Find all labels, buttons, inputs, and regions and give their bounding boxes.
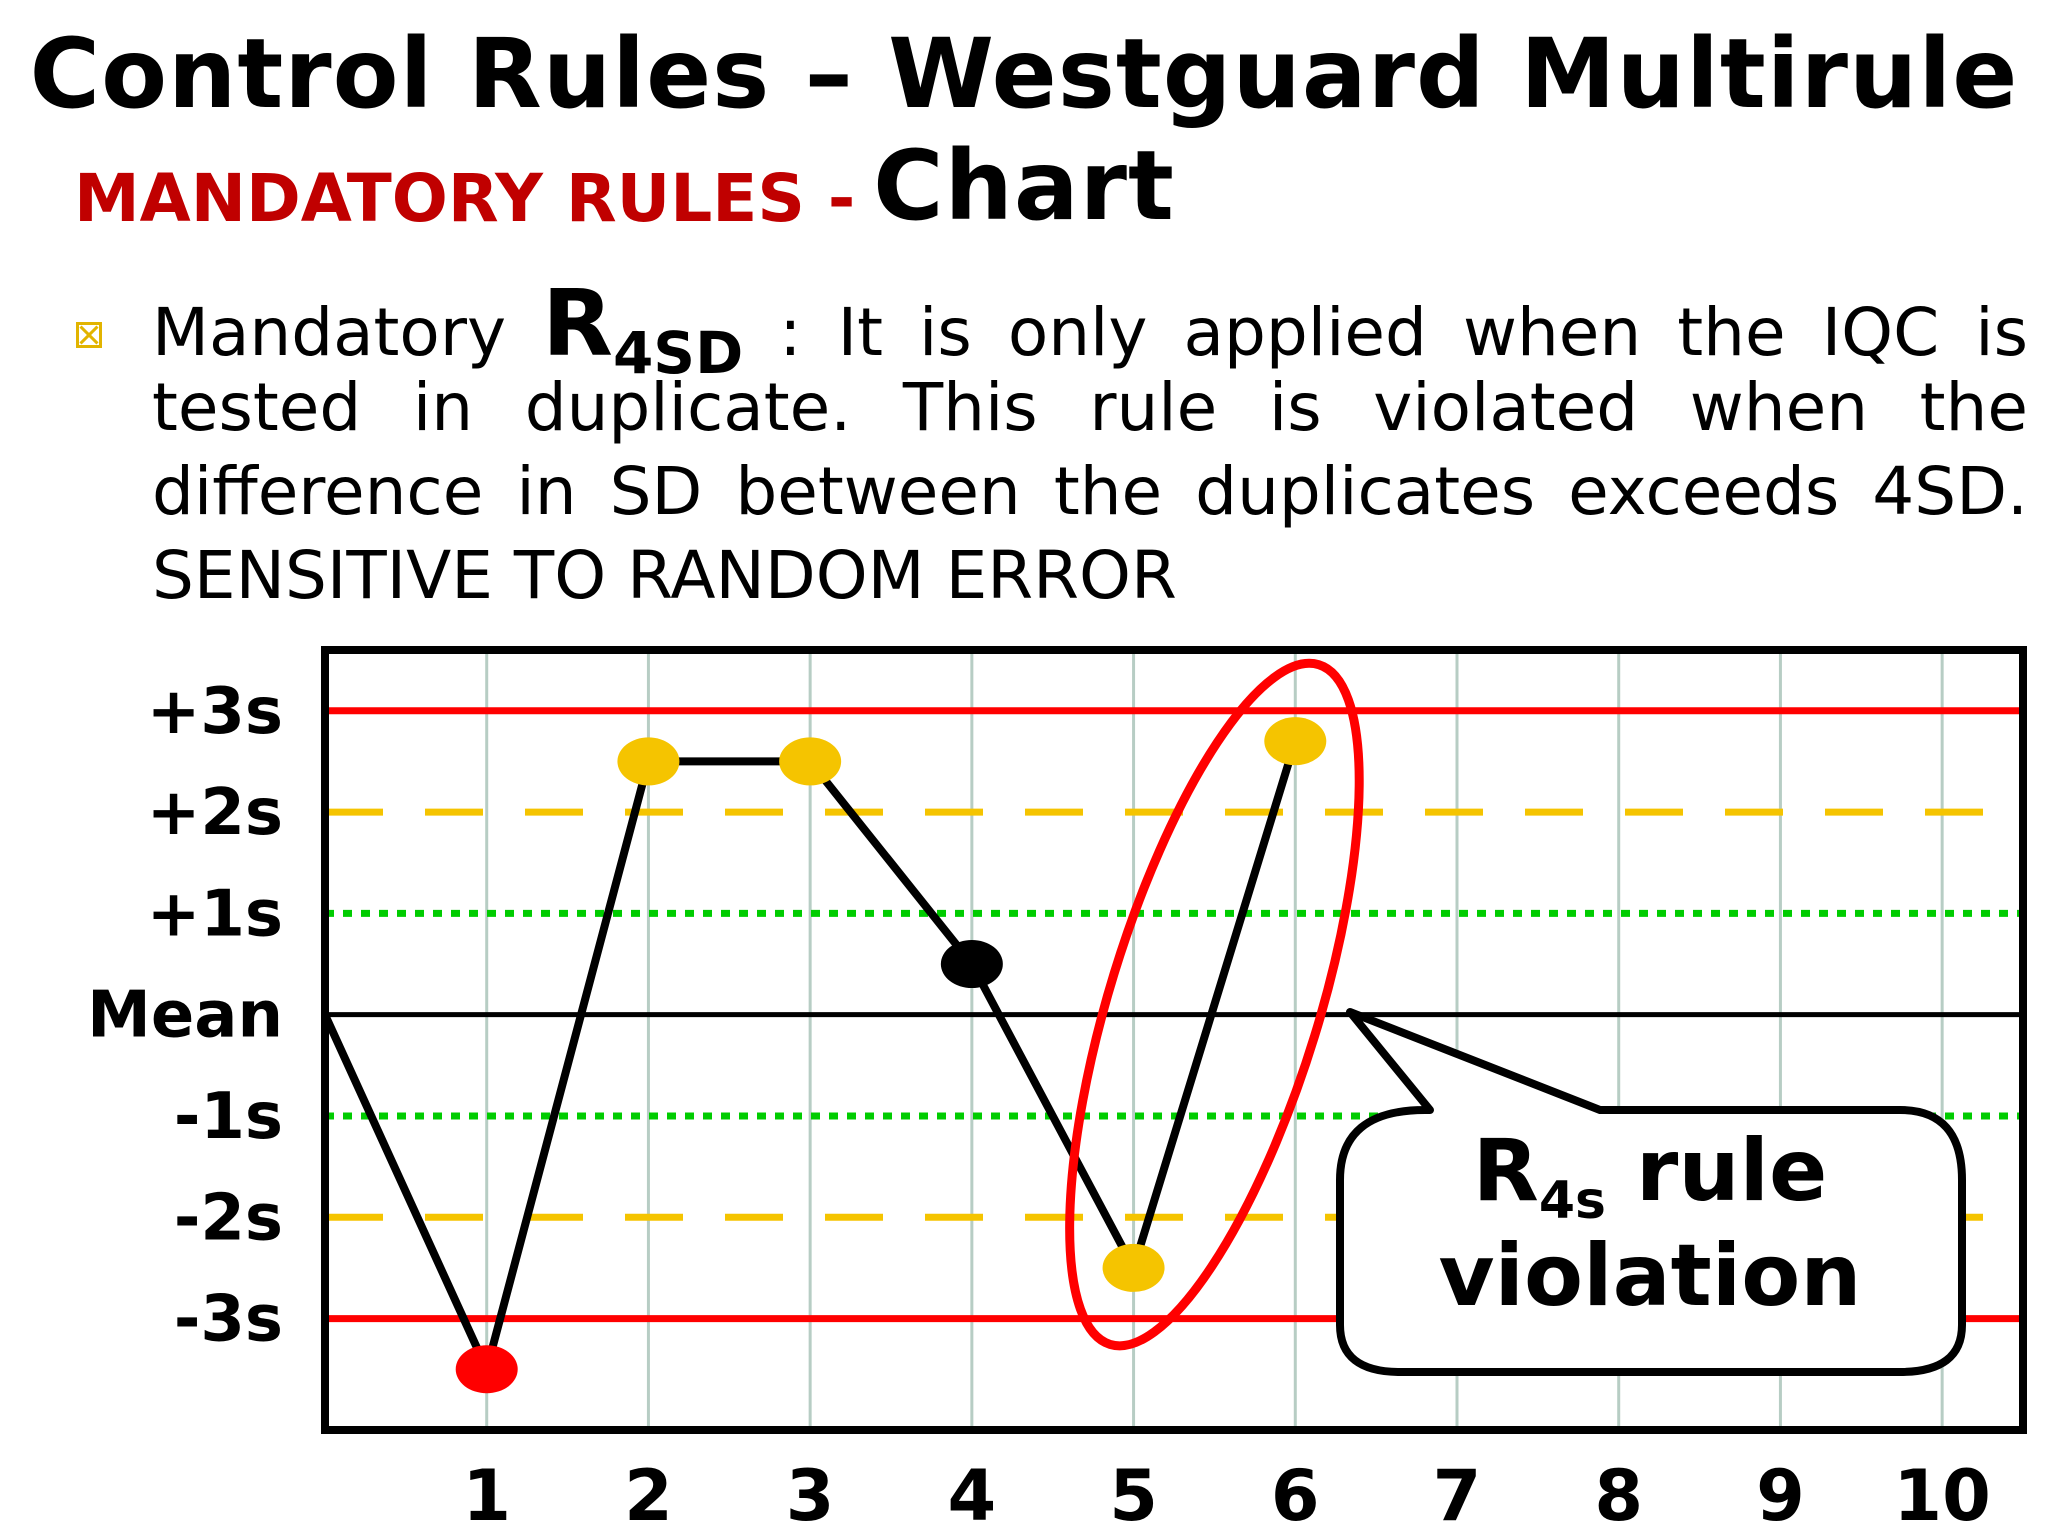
x-tick-label: 8 [1594,1455,1643,1536]
section-heading: MANDATORY RULES - [74,160,856,237]
plot-frame [321,646,2027,1434]
data-point [779,737,842,786]
x-tick-label: 5 [1109,1455,1158,1536]
y-tick-label: +3s [147,675,283,749]
data-point [1102,1243,1165,1292]
page-title: Control Rules – Westguard Multirule Char… [29,18,2019,242]
x-tick-label: 2 [624,1455,673,1536]
rule-name-sub: 4SD [612,319,744,387]
callout-bubble [1336,1008,1966,1376]
x-tick-label: 3 [786,1455,835,1536]
y-tick-label: -3s [174,1283,283,1357]
data-point [940,940,1003,989]
y-tick-label: -2s [174,1181,283,1255]
x-tick-label: 7 [1433,1455,1482,1536]
callout-text-line-1: R4s rule [1473,1121,1828,1231]
description-line-2: tested in duplicate. This rule is violat… [152,369,2028,446]
callout-text-line-2: violation [1438,1226,1861,1326]
rule-name-main: R [542,270,613,377]
description-line-4: SENSITIVE TO RANDOM ERROR [152,537,1177,614]
description-prefix: Mandatory [152,294,507,371]
description-line-1: Mandatory R4SD : It is only applied when… [152,278,2028,388]
y-tick-label: +2s [147,776,283,850]
rule-name: R4SD [542,270,743,388]
westgard-chart: +3s +2s +1s Mean -1s -2s -3s 1 2 3 4 5 6 7 8 9 10 R4s rul… [87,646,2027,1536]
checkbox-x-icon [76,322,102,348]
data-point [455,1345,518,1394]
x-tick-label: 6 [1271,1455,1320,1536]
x-tick-label: 4 [947,1455,996,1536]
x-tick-label: 9 [1756,1455,1805,1536]
data-point [1264,717,1327,766]
y-tick-label: +1s [147,877,283,951]
y-tick-label: -1s [174,1080,283,1154]
y-tick-label: Mean [87,979,283,1053]
description-suffix: : It is only applied when the IQC is [779,294,2028,371]
description-line-3: difference in SD between the duplicates … [152,453,2028,530]
x-tick-label: 10 [1893,1455,1990,1536]
rule-description: Mandatory R4SD : It is only applied when… [152,278,2028,618]
x-tick-label: 1 [462,1455,511,1536]
violation-highlight [1065,658,1364,1351]
data-point [617,737,680,786]
